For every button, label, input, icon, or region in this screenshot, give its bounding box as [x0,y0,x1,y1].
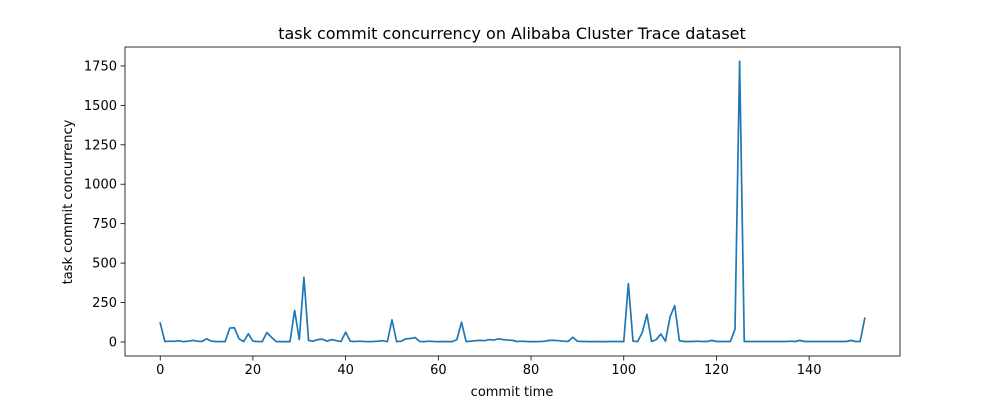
x-tick-label: 80 [523,363,540,378]
y-tick-label: 1250 [84,138,117,153]
y-tick-label: 1000 [84,178,117,193]
x-tick-label: 140 [797,363,822,378]
y-tick-label: 750 [92,217,117,232]
plot-frame [124,46,901,357]
y-tick-label: 1750 [84,59,117,74]
x-tick-label: 40 [337,363,354,378]
plot-area: 0 20 40 60 80 100 120 140 0 250 500 750 1000 1250 1500… [84,46,901,378]
x-tick-label: 0 [156,363,164,378]
x-axis-title: commit time [471,385,554,400]
chart-title: task commit concurrency on Alibaba Clust… [278,24,746,43]
y-tick-label: 250 [92,296,117,311]
x-tick-label: 60 [430,363,447,378]
series-line [159,60,866,343]
y-tick-label: 1500 [84,99,117,114]
y-tick-label: 0 [109,335,117,350]
x-tick-label: 120 [704,363,729,378]
y-tick-label: 500 [92,257,117,272]
y-axis-title: task commit concurrency [61,119,76,284]
x-tick-label: 100 [611,363,636,378]
x-tick-label: 20 [245,363,262,378]
